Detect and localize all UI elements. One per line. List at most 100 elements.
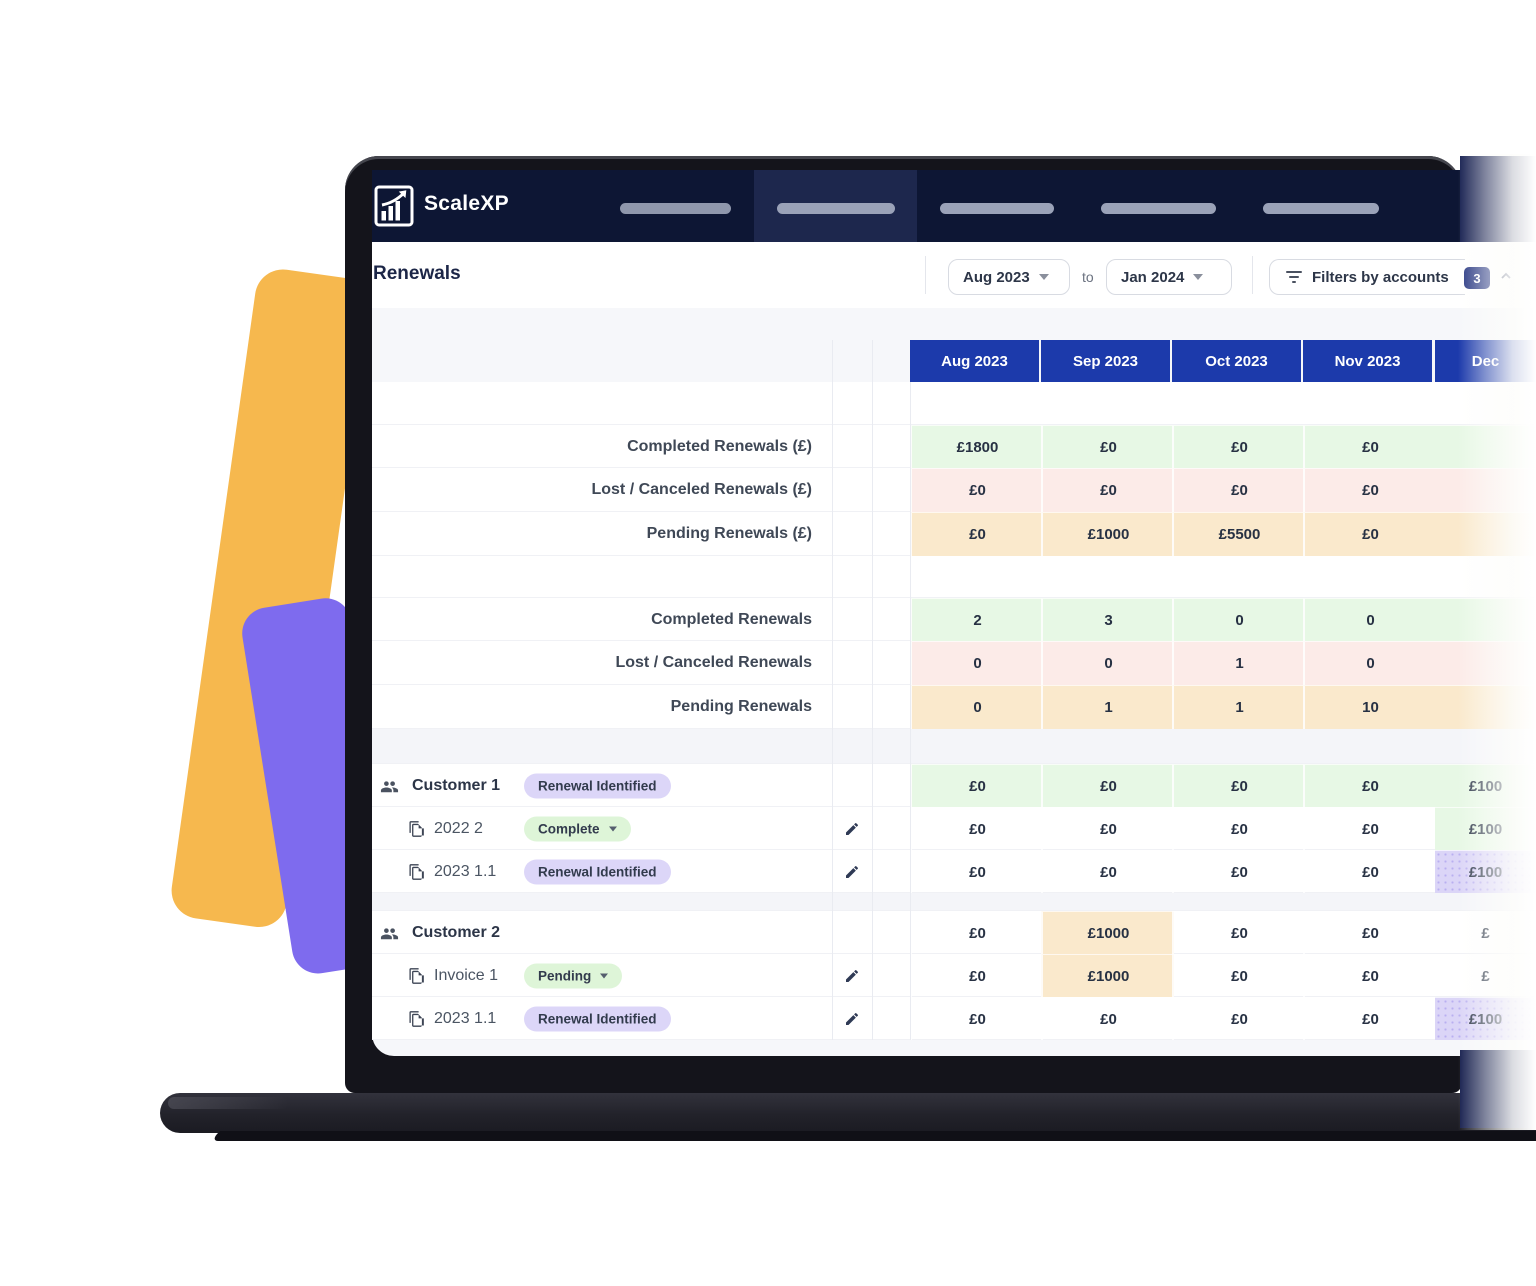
value-cell: 0 [1172,598,1305,641]
value-cell: £0 [910,468,1043,512]
edit-button[interactable] [832,807,872,850]
value-cell: £0 [910,512,1043,556]
value-cell: £0 [1172,850,1305,893]
row-label: Completed Renewals [651,610,812,628]
value-cell: £0 [1041,425,1174,468]
customer-group-icon [380,779,399,793]
document-icon [408,967,424,984]
value-cell: 3 [1041,598,1174,641]
grid-line [872,340,873,1040]
nav-item-placeholder-3[interactable] [940,203,1054,214]
date-to-dropdown[interactable]: Jan 2024 [1106,259,1232,295]
breakout-fade-overlay [1458,154,1536,1130]
value-cell: £1000 [1041,911,1174,954]
pencil-icon [846,969,858,982]
nav-item-placeholder-5[interactable] [1263,203,1379,214]
renewal-identified-badge: Renewal Identified [524,859,671,884]
value-cell: 0 [910,685,1043,729]
customer-row[interactable]: Customer 2 £0 £1000 £0 £0 £ [372,911,1536,954]
grid-line [910,340,911,1040]
value-cell: £0 [1303,850,1436,893]
value-cell: £0 [910,764,1043,807]
value-cell: 1 [1172,641,1305,685]
value-cell: £0 [1041,997,1174,1040]
status-value: Pending [538,968,592,983]
value-cell: £0 [1303,954,1436,997]
invoice-row: 2022 2 Complete £0 £0 £0 £0 £100 [372,807,1536,850]
customer-name: Customer 2 [412,923,501,941]
invoice-label: 2023 1.1 [434,1009,497,1027]
value-cell: 1 [1041,685,1174,729]
date-from-value: Aug 2023 [963,268,1030,286]
table-row-lost-renewals-count: Lost / Canceled Renewals 0 0 1 0 [372,641,1536,685]
value-cell: £0 [1303,764,1436,807]
value-cell: 0 [1041,641,1174,685]
edit-button[interactable] [832,997,872,1040]
value-cell: £0 [1041,764,1174,807]
month-header-row: Aug 2023 Sep 2023 Oct 2023 Nov 2023 Dec [372,340,1536,382]
pencil-icon [846,1012,858,1025]
value-cell: £0 [1041,468,1174,512]
value-cell: £0 [1172,425,1305,468]
value-cell: 0 [1303,598,1436,641]
month-header-aug: Aug 2023 [910,340,1039,382]
filters-label: Filters by accounts [1312,268,1449,286]
date-to-value: Jan 2024 [1121,268,1185,286]
value-cell: 0 [1303,641,1436,685]
row-label: Pending Renewals [670,698,812,715]
table-row-lost-renewals-money: Lost / Canceled Renewals (£) £0 £0 £0 £0 [372,468,1536,512]
row-label: Pending Renewals (£) [646,525,812,542]
value-cell: £0 [910,954,1043,997]
value-cell: £0 [1303,807,1436,850]
value-cell: £0 [1172,807,1305,850]
value-cell: 0 [910,641,1043,685]
pencil-icon [846,865,858,878]
filter-icon [1286,271,1302,283]
table-row-completed-renewals-money: Completed Renewals (£) £1800 £0 £0 £0 [372,425,1536,468]
value-cell: 10 [1303,685,1436,729]
table-row-pending-renewals-money: Pending Renewals (£) £0 £1000 £5500 £0 [372,512,1536,556]
renewal-identified-badge: Renewal Identified [524,773,671,798]
value-cell: £0 [910,807,1043,850]
edit-button[interactable] [832,850,872,893]
document-icon [408,1010,424,1027]
customer-group-icon [380,926,399,940]
nav-item-placeholder-1[interactable] [620,203,731,214]
edit-button[interactable] [832,954,872,997]
table-row-completed-renewals-count: Completed Renewals 2 3 0 0 [372,598,1536,641]
pencil-icon [846,822,858,835]
value-cell: £0 [1172,997,1305,1040]
app-screen: ScaleXP Renewals Aug 2023 to Jan 2024 [372,154,1536,1130]
month-header-nov: Nov 2023 [1303,340,1432,382]
value-cell: £0 [910,850,1043,893]
value-cell: £1000 [1041,512,1174,556]
invoice-label: 2022 2 [434,819,483,837]
nav-item-placeholder-4[interactable] [1101,203,1216,214]
value-cell: £0 [1172,911,1305,954]
document-icon [408,863,424,880]
status-dropdown[interactable]: Pending [524,963,623,988]
month-header-sep: Sep 2023 [1041,340,1170,382]
value-cell: £0 [910,997,1043,1040]
value-cell: £0 [1172,954,1305,997]
value-cell: £1000 [1041,954,1174,997]
chevron-down-icon [1193,274,1204,280]
value-cell: £0 [1303,997,1436,1040]
nav-item-placeholder-2-active[interactable] [777,203,895,214]
value-cell: £1800 [910,425,1043,468]
date-from-dropdown[interactable]: Aug 2023 [948,259,1070,295]
value-cell: £0 [1172,468,1305,512]
customer-row[interactable]: Customer 1 Renewal Identified £0 £0 £0 £… [372,764,1536,807]
filters-by-accounts-button[interactable]: Filters by accounts [1269,259,1465,295]
status-dropdown[interactable]: Complete [524,816,631,841]
value-cell: 2 [910,598,1043,641]
chevron-down-icon [1038,274,1049,280]
date-range-to-label: to [1082,269,1094,285]
toolbar-divider [925,256,926,294]
spacer-row [372,382,1536,425]
section-gap [372,893,1536,911]
invoice-row: Invoice 1 Pending £0 £1000 £0 £0 £ [372,954,1536,997]
row-label: Lost / Canceled Renewals (£) [591,481,812,498]
brand-name: ScaleXP [424,192,509,215]
